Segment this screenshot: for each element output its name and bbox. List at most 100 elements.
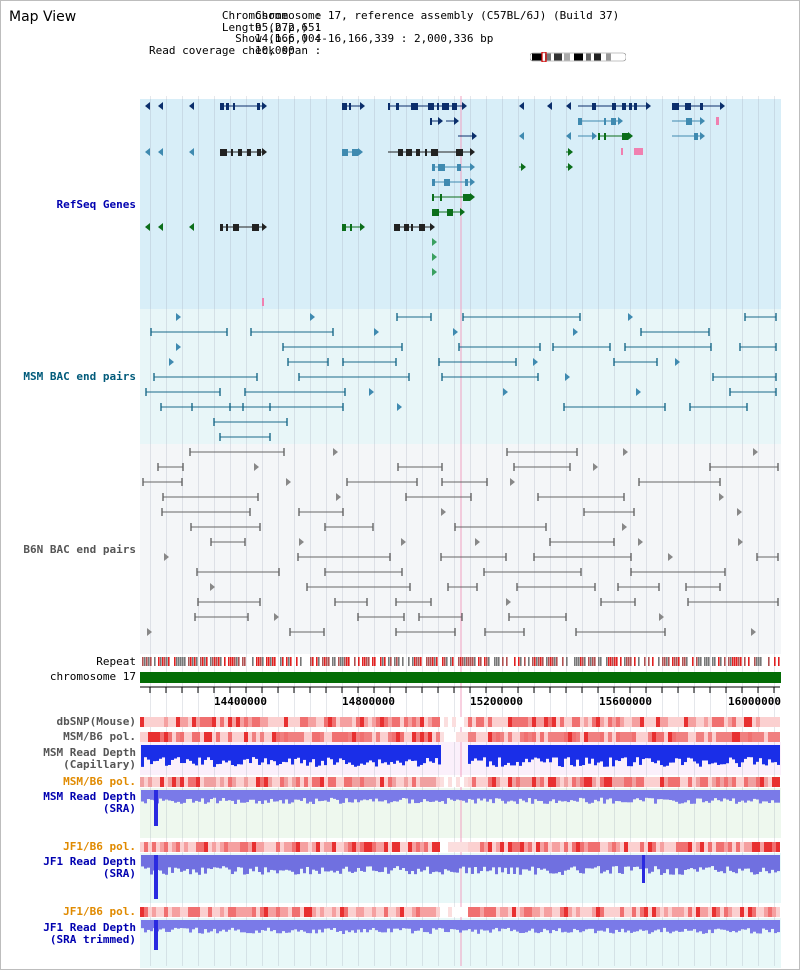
msm-pol-heat xyxy=(412,732,416,742)
msm-sra-depth-bar xyxy=(423,790,426,800)
jf1-pol-heat xyxy=(432,907,436,917)
dbsnp-heat xyxy=(692,717,696,727)
jf1-pol-heat xyxy=(556,907,560,917)
msm-pol-heat xyxy=(564,732,568,742)
msm-cap-depth-bar xyxy=(273,745,276,762)
msm-sra-depth-bar xyxy=(720,790,723,802)
jf1-pol-heat xyxy=(244,842,248,852)
jf1-sra-depth-bar xyxy=(162,855,165,874)
jf1-read-depth-trim-label[interactable]: JF1 Read Depth (SRA trimmed) xyxy=(43,921,136,946)
repeat-block xyxy=(470,657,472,666)
jf1-pol-heat xyxy=(468,907,472,917)
jf1-trim-depth-bar xyxy=(411,920,414,934)
msm-pol-heat xyxy=(436,732,440,742)
msm-cap-depth-bar xyxy=(519,745,522,766)
dbsnp-heat xyxy=(216,717,220,727)
grid-line xyxy=(374,96,375,966)
dbsnp-heat xyxy=(612,717,616,727)
jf1-pol-heat xyxy=(548,907,552,917)
jf1-sra-depth-bar xyxy=(264,855,267,868)
msm-cap-depth-bar xyxy=(336,745,339,763)
jf1-trim-depth-bar xyxy=(534,920,537,933)
refseq-gene-exon xyxy=(604,118,606,125)
msm-pol-heat xyxy=(220,777,224,787)
jf1-trim-depth-bar xyxy=(366,920,369,933)
jf1-trim-depth-bar xyxy=(393,920,396,929)
msm-b6-pol-label-2[interactable]: MSM/B6 pol. xyxy=(63,775,136,788)
msm-sra-depth-bar xyxy=(270,790,273,799)
dbsnp-heat xyxy=(588,717,592,727)
grid-line xyxy=(518,96,519,966)
repeat-block xyxy=(466,657,468,666)
dbsnp-label[interactable]: dbSNP(Mouse) xyxy=(56,715,136,728)
info-values: Chromosome 17, reference assembly (C57BL… xyxy=(255,9,620,57)
msm-bac-marker xyxy=(453,328,458,336)
msm-pol-heat xyxy=(456,732,460,742)
jf1-sra-depth-bar xyxy=(492,855,495,868)
jf1-pol-heat xyxy=(284,907,288,917)
repeat-block xyxy=(272,657,274,666)
msm-cap-depth-bar xyxy=(276,745,279,766)
msm-pol-heat xyxy=(296,777,300,787)
repeat-block xyxy=(432,657,434,666)
msm-cap-depth-bar xyxy=(195,745,198,766)
msm-pol-heat xyxy=(584,732,588,742)
jf1-trim-depth-bar xyxy=(402,920,405,929)
jf1-pol-heat xyxy=(144,842,148,852)
refseq-pink-mark xyxy=(634,148,643,155)
msm-pol-heat xyxy=(336,777,340,787)
msm-pol-heat xyxy=(320,777,324,787)
jf1-pol-heat xyxy=(376,842,380,852)
jf1-b6-pol-label-1[interactable]: JF1/B6 pol. xyxy=(63,840,136,853)
repeat-block xyxy=(548,657,550,666)
jf1-trim-depth-bar xyxy=(345,920,348,931)
msm-pol-heat xyxy=(636,777,640,787)
msm-sra-depth-bar xyxy=(210,790,213,799)
msm-pol-heat xyxy=(660,777,664,787)
jf1-sra-depth-bar xyxy=(393,855,396,869)
jf1-pol-heat xyxy=(356,907,360,917)
msm-sra-depth-bar xyxy=(675,790,678,802)
repeat-block xyxy=(206,657,208,666)
jf1-sra-depth-bar xyxy=(150,855,153,875)
repeat-block xyxy=(474,657,476,666)
jf1-pol-heat xyxy=(664,842,668,852)
dbsnp-heat xyxy=(324,717,328,727)
msm-sra-depth-bar xyxy=(261,790,264,804)
grid-line xyxy=(774,96,775,966)
jf1-trim-depth-bar xyxy=(615,920,618,930)
repeat-block xyxy=(380,657,382,666)
msm-cap-depth-bar xyxy=(270,745,273,761)
refseq-genes-label[interactable]: RefSeq Genes xyxy=(56,198,136,211)
jf1-trim-depth-bar xyxy=(504,920,507,929)
msm-b6-pol-label-1[interactable]: MSM/B6 pol. xyxy=(63,730,136,743)
msm-sra-depth-bar xyxy=(531,790,534,804)
jf1-trim-depth-bar xyxy=(318,920,321,930)
jf1-sra-depth-bar xyxy=(744,855,747,869)
jf1-sra-depth-bar xyxy=(480,855,483,871)
msm-bac-label[interactable]: MSM BAC end pairs xyxy=(23,370,136,383)
chromosome-ideogram[interactable] xyxy=(530,52,626,62)
refseq-gene-arrow xyxy=(568,163,573,171)
jf1-trim-depth-bar xyxy=(474,920,477,930)
jf1-sra-depth-bar xyxy=(285,855,288,870)
msm-pol-heat xyxy=(360,732,364,742)
jf1-trim-depth-bar xyxy=(363,920,366,930)
msm-read-depth-cap-label[interactable]: MSM Read Depth (Capillary) xyxy=(43,746,136,771)
jf1-pol-heat xyxy=(420,842,424,852)
b6n-bac-label[interactable]: B6N BAC end pairs xyxy=(23,543,136,556)
jf1-b6-pol-label-2[interactable]: JF1/B6 pol. xyxy=(63,905,136,918)
msm-pol-heat xyxy=(392,732,396,742)
dbsnp-heat xyxy=(308,717,312,727)
refseq-gene-exon xyxy=(411,103,418,110)
refseq-gene-exon xyxy=(440,194,442,201)
jf1-read-depth-sra-label[interactable]: JF1 Read Depth (SRA) xyxy=(43,855,136,880)
msm-read-depth-sra-label[interactable]: MSM Read Depth (SRA) xyxy=(43,790,136,815)
jf1-pol-heat xyxy=(452,842,456,852)
msm-sra-depth-bar xyxy=(141,790,144,802)
repeat-block xyxy=(296,657,298,666)
msm-pol-heat xyxy=(184,732,188,742)
jf1-trim-depth-bar xyxy=(588,920,591,929)
grid-line xyxy=(406,96,407,966)
